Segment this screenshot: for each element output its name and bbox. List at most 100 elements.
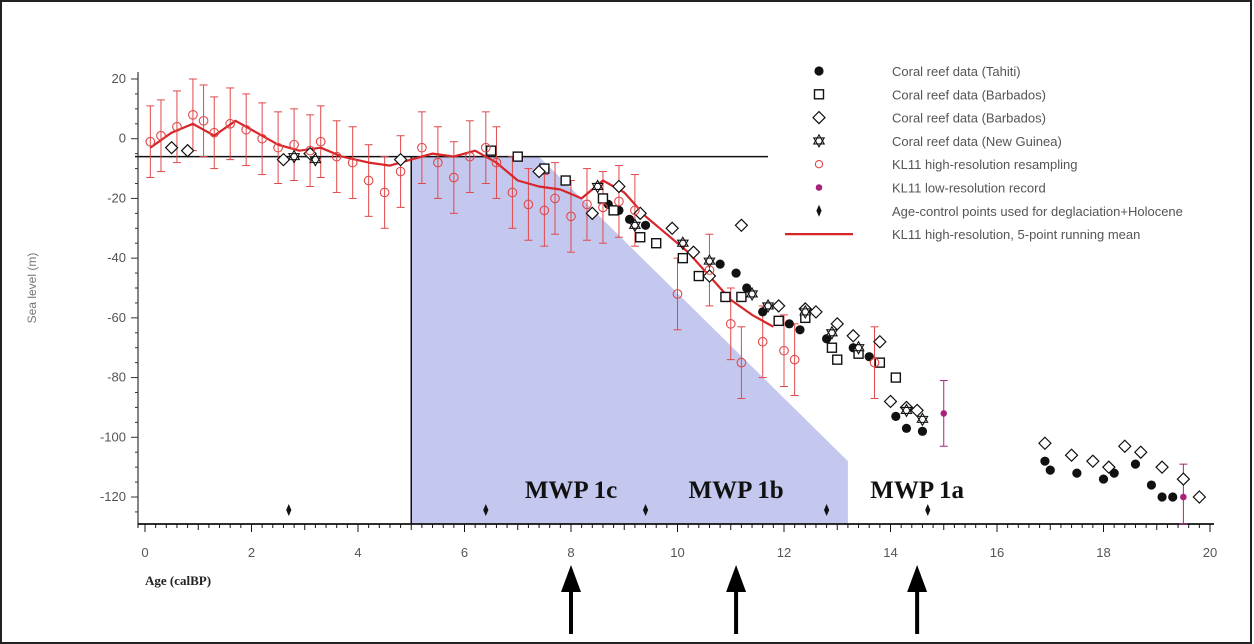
data-point-series-4 xyxy=(305,145,315,156)
data-point-series-4 xyxy=(757,336,768,347)
star-part xyxy=(852,344,865,355)
legend-item: KL11 high-resolution, 5-point running me… xyxy=(785,227,1140,242)
mwp-label: MWP 1c xyxy=(525,477,617,504)
data-point-series-4 xyxy=(209,127,220,138)
data-point-series-0 xyxy=(784,319,794,329)
data-point-series-4 xyxy=(145,136,156,147)
arrow-head xyxy=(561,565,581,592)
data-point-series-4 xyxy=(491,157,502,168)
data-point-series-4 xyxy=(395,166,406,177)
data-point-series-2 xyxy=(1133,445,1148,460)
data-point-series-4 xyxy=(523,199,534,210)
x-tick-label: 4 xyxy=(354,545,361,560)
error-bar-layer xyxy=(146,78,1188,525)
data-point-series-0 xyxy=(742,283,752,293)
data-point-series-4 xyxy=(273,142,283,153)
x-tick-label: 18 xyxy=(1096,545,1110,560)
data-point-series-1 xyxy=(874,357,886,368)
data-point-series-0 xyxy=(1157,492,1167,502)
data-point-series-0 xyxy=(1168,492,1178,502)
data-point-series-2 xyxy=(809,305,823,319)
legend-swatch xyxy=(815,184,823,191)
data-point-series-4 xyxy=(704,265,715,275)
data-point-series-0 xyxy=(1146,480,1157,490)
data-point-series-4 xyxy=(582,199,592,210)
data-point-series-4 xyxy=(614,196,624,207)
legend-label: KL11 low-resolution record xyxy=(892,181,1046,196)
data-point-series-2 xyxy=(1101,460,1116,474)
data-point-series-4 xyxy=(539,205,550,216)
data-point-series-3 xyxy=(745,286,759,302)
data-point-series-1 xyxy=(773,315,784,327)
data-point-series-2 xyxy=(1117,439,1132,454)
annotation-layer: MWP 1c MWP 1b MWP 1a xyxy=(525,477,964,634)
x-tick-label: 2 xyxy=(248,545,255,560)
x-tick-label: 10 xyxy=(670,545,684,560)
data-point-series-0 xyxy=(917,426,928,436)
star-part xyxy=(703,257,716,269)
y-axis-title: Sea level (m) xyxy=(25,253,39,324)
data-point-series-4 xyxy=(736,357,747,368)
running-mean-line xyxy=(149,119,774,328)
y-tick-label: -60 xyxy=(107,310,126,325)
data-point-series-4 xyxy=(869,357,880,368)
data-point-series-4 xyxy=(347,157,358,168)
legend-label: Coral reef data (Barbados) xyxy=(892,111,1046,126)
legend-label: Age-control points used for deglaciation… xyxy=(892,204,1183,219)
star-part xyxy=(812,137,826,148)
data-point-series-6 xyxy=(642,504,649,516)
data-point-series-4 xyxy=(433,157,443,168)
y-tick-label: -80 xyxy=(107,370,126,385)
data-point-series-1 xyxy=(832,354,843,365)
data-point-series-1 xyxy=(608,205,619,216)
data-point-series-4 xyxy=(566,211,576,222)
star-part xyxy=(916,415,929,427)
legend-label: Coral reef data (Barbados) xyxy=(892,87,1046,102)
data-point-series-3 xyxy=(287,149,301,164)
data-point-series-4 xyxy=(725,318,736,329)
legend-swatch xyxy=(814,66,824,76)
data-point-series-4 xyxy=(379,187,390,198)
data-point-series-1 xyxy=(635,232,646,243)
data-point-series-4 xyxy=(779,345,789,356)
data-point-series-3 xyxy=(628,218,642,233)
x-tick-label: 0 xyxy=(141,545,148,560)
data-point-series-3 xyxy=(676,236,689,251)
star-part xyxy=(287,149,301,161)
data-point-series-1 xyxy=(890,372,902,383)
data-point-series-1 xyxy=(651,238,662,249)
star-part xyxy=(591,182,604,194)
up-arrow xyxy=(561,565,581,634)
data-point-series-0 xyxy=(640,220,651,230)
x-tick-label: 16 xyxy=(990,545,1004,560)
legend-label: Coral reef data (Tahiti) xyxy=(892,64,1021,79)
legend-item: Coral reef data (Barbados) xyxy=(813,87,1046,102)
data-point-series-0 xyxy=(758,307,768,317)
data-point-series-4 xyxy=(198,115,209,126)
data-point-series-1 xyxy=(693,270,704,282)
x-tick-label: 14 xyxy=(883,545,897,560)
data-point-series-4 xyxy=(449,172,459,183)
data-point-series-2 xyxy=(180,143,195,158)
legend-item: Age-control points used for deglaciation… xyxy=(816,204,1183,219)
data-point-series-2 xyxy=(734,218,749,233)
data-point-series-0 xyxy=(1045,465,1055,475)
data-point-series-0 xyxy=(715,259,725,269)
data-point-series-1 xyxy=(736,291,747,303)
data-point-series-0 xyxy=(901,423,912,433)
data-point-series-6 xyxy=(286,504,292,516)
legend-item: Coral reef data (Barbados) xyxy=(812,111,1046,126)
star-part xyxy=(703,254,716,265)
data-point-series-2 xyxy=(1086,454,1100,469)
x-tick-label: 20 xyxy=(1203,545,1217,560)
y-tick-label: -20 xyxy=(107,190,126,205)
data-point-series-2 xyxy=(164,140,179,155)
data-point-series-2 xyxy=(883,394,898,409)
data-point-series-0 xyxy=(1130,459,1141,469)
data-point-series-1 xyxy=(826,342,838,353)
data-point-series-0 xyxy=(822,334,832,344)
star-part xyxy=(676,236,689,247)
data-point-series-3 xyxy=(916,412,929,427)
